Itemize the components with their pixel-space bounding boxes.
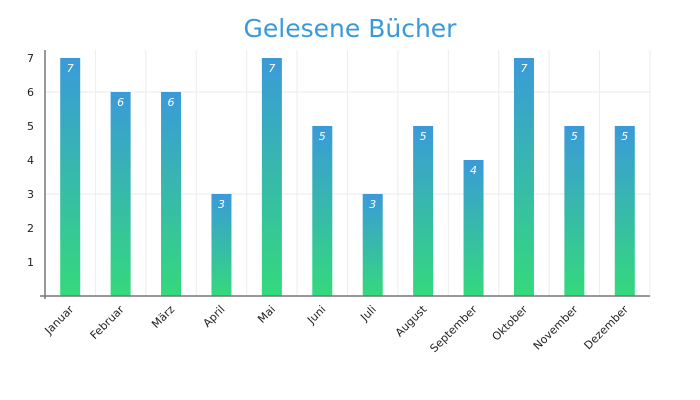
x-tick-label: Juli: [357, 303, 378, 324]
bar-januar: [60, 58, 81, 296]
chart-title: Gelesene Bücher: [244, 14, 458, 43]
data-label: 5: [319, 130, 326, 143]
x-tick-label: Februar: [88, 303, 127, 342]
x-tick-label: Juni: [304, 303, 328, 327]
y-tick-label: 7: [27, 52, 34, 65]
data-label: 4: [470, 164, 477, 177]
x-tick-label: September: [427, 303, 480, 356]
bar-juni: [312, 126, 333, 296]
x-tick-label: März: [149, 303, 177, 331]
data-label: 7: [520, 62, 527, 75]
data-label: 3: [218, 198, 225, 211]
x-tick-label: Januar: [42, 303, 77, 338]
bar-juli: [362, 194, 383, 296]
bar-märz: [161, 92, 182, 296]
bar-april: [211, 194, 232, 296]
x-tick-label: Oktober: [490, 303, 531, 344]
data-label: 7: [268, 62, 275, 75]
bar-november: [564, 126, 585, 296]
y-tick-label: 6: [27, 86, 34, 99]
data-label: 6: [117, 96, 124, 109]
bar-februar: [110, 92, 131, 296]
x-tick-label: Mai: [255, 303, 278, 326]
y-tick-label: 1: [27, 256, 34, 269]
data-label: 5: [621, 130, 628, 143]
x-tick-label: August: [393, 302, 430, 339]
bar-oktober: [513, 58, 534, 296]
bar-september: [463, 160, 484, 296]
x-tick-label: November: [531, 303, 581, 353]
data-label: 6: [168, 96, 175, 109]
y-tick-label: 4: [27, 154, 34, 167]
bar-dezember: [614, 126, 635, 296]
x-tick-label: April: [201, 303, 228, 330]
data-label: 7: [67, 62, 74, 75]
bar-august: [413, 126, 434, 296]
data-label: 3: [369, 198, 376, 211]
data-label: 5: [571, 130, 578, 143]
y-tick-label: 2: [27, 222, 34, 235]
bar-mai: [261, 58, 282, 296]
y-tick-label: 5: [27, 120, 34, 133]
x-tick-label: Dezember: [582, 303, 632, 353]
y-tick-label: 3: [27, 188, 34, 201]
data-label: 5: [420, 130, 427, 143]
